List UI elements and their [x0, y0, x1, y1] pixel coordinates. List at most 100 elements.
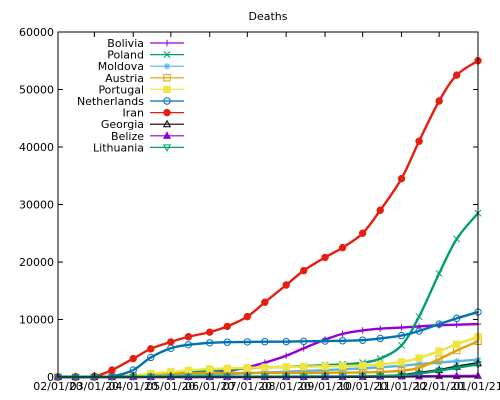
data-point-iran — [261, 298, 269, 306]
legend: BoliviaPolandMoldovaAustriaPortugalNethe… — [77, 37, 184, 154]
x-tick-label: 04/01/20 — [109, 380, 158, 393]
x-tick-label: 07/01/20 — [223, 380, 272, 393]
legend-label-lithuania: Lithuania — [93, 141, 144, 154]
data-point-iran — [321, 253, 329, 262]
legend-marker-belize — [162, 131, 172, 139]
data-point-portugal — [435, 347, 443, 355]
data-point-iran — [415, 137, 423, 145]
data-point-portugal — [452, 340, 461, 348]
data-point-netherlands — [321, 337, 329, 345]
x-tick-label: 11/01/20 — [377, 380, 426, 393]
data-point-iran — [338, 243, 347, 252]
legend-marker-moldova — [163, 63, 171, 70]
data-point-moldova — [300, 367, 307, 375]
x-tick-label: 10/01/20 — [338, 380, 387, 393]
data-point-moldova — [453, 357, 460, 365]
y-tick-label: 50000 — [19, 84, 54, 97]
data-point-netherlands — [338, 337, 347, 345]
legend-marker-bolivia — [163, 39, 171, 47]
data-point-netherlands — [147, 353, 155, 362]
data-point-portugal — [415, 354, 423, 362]
x-tick-label: 06/01/20 — [185, 380, 234, 393]
data-point-iran — [243, 312, 252, 321]
legend-label-georgia: Georgia — [101, 118, 144, 131]
data-point-portugal — [206, 365, 214, 373]
x-tick-label: 08/01/20 — [261, 380, 310, 393]
legend-marker-lithuania — [162, 144, 172, 152]
data-point-netherlands — [184, 341, 193, 349]
data-point-poland — [397, 341, 406, 349]
data-point-iran — [452, 71, 461, 79]
data-point-iran — [358, 229, 367, 237]
data-point-iran — [129, 354, 137, 363]
data-point-netherlands — [376, 334, 384, 343]
legend-label-bolivia: Bolivia — [107, 37, 144, 50]
data-point-portugal — [223, 364, 231, 373]
data-point-iran — [206, 328, 214, 336]
data-point-netherlands — [261, 337, 269, 346]
data-point-bolivia — [415, 323, 423, 330]
chart-title: Deaths — [249, 10, 288, 23]
data-point-netherlands — [397, 331, 406, 340]
y-tick-label: 10000 — [19, 314, 54, 327]
data-point-iran — [223, 322, 231, 331]
data-point-netherlands — [206, 339, 214, 347]
data-point-netherlands — [282, 337, 290, 346]
series-iran — [54, 57, 482, 381]
legend-label-poland: Poland — [107, 49, 144, 62]
legend-label-austria: Austria — [105, 72, 144, 85]
data-point-netherlands — [243, 338, 252, 346]
data-point-georgia — [452, 362, 461, 370]
data-point-iran — [300, 266, 308, 275]
data-point-bolivia — [300, 345, 307, 352]
legend-label-netherlands: Netherlands — [77, 95, 144, 108]
data-point-iran — [184, 333, 193, 341]
data-point-lithuania — [435, 367, 444, 376]
legend-marker-georgia — [162, 119, 172, 128]
data-point-portugal — [321, 362, 329, 371]
data-point-portugal — [282, 363, 290, 371]
data-point-bolivia — [453, 321, 460, 328]
y-tick-label: 20000 — [19, 256, 54, 269]
data-point-netherlands — [452, 314, 461, 323]
data-point-moldova — [321, 366, 329, 374]
x-tick-label: 03/01/20 — [70, 380, 119, 393]
legend-marker-austria — [163, 74, 171, 82]
axes: 010000200003000040000500006000002/01/200… — [19, 26, 500, 393]
data-point-portugal — [261, 363, 269, 371]
data-point-iran — [397, 174, 406, 183]
data-point-austria — [435, 355, 443, 363]
data-point-iran — [282, 281, 290, 289]
x-tick-label: 12/01/20 — [414, 380, 463, 393]
data-point-bolivia — [377, 325, 384, 332]
y-tick-label: 40000 — [19, 141, 54, 154]
y-tick-label: 0 — [47, 371, 54, 384]
data-point-netherlands — [300, 337, 308, 346]
data-point-poland — [415, 313, 423, 321]
x-tick-label: 02/01/20 — [33, 380, 82, 393]
legend-marker-portugal — [163, 85, 171, 94]
legend-marker-iran — [163, 108, 171, 117]
x-tick-label: 05/01/20 — [146, 380, 195, 393]
data-point-iran — [147, 345, 155, 353]
series-line-netherlands — [58, 310, 479, 379]
data-point-iran — [435, 97, 443, 105]
data-point-portugal — [300, 362, 308, 371]
data-point-netherlands — [435, 320, 443, 328]
data-point-netherlands — [358, 336, 367, 344]
legend-marker-poland — [163, 51, 171, 59]
data-point-poland — [453, 235, 461, 243]
data-point-bolivia — [339, 330, 346, 338]
data-point-bolivia — [282, 352, 290, 359]
legend-marker-netherlands — [163, 97, 171, 105]
data-point-lithuania — [452, 364, 461, 373]
data-point-portugal — [338, 362, 347, 370]
data-point-netherlands — [223, 338, 231, 346]
data-point-netherlands — [415, 327, 423, 335]
data-point-portugal — [376, 360, 384, 369]
legend-label-belize: Belize — [111, 130, 144, 143]
y-tick-label: 60000 — [19, 26, 54, 39]
data-point-moldova — [415, 360, 423, 368]
